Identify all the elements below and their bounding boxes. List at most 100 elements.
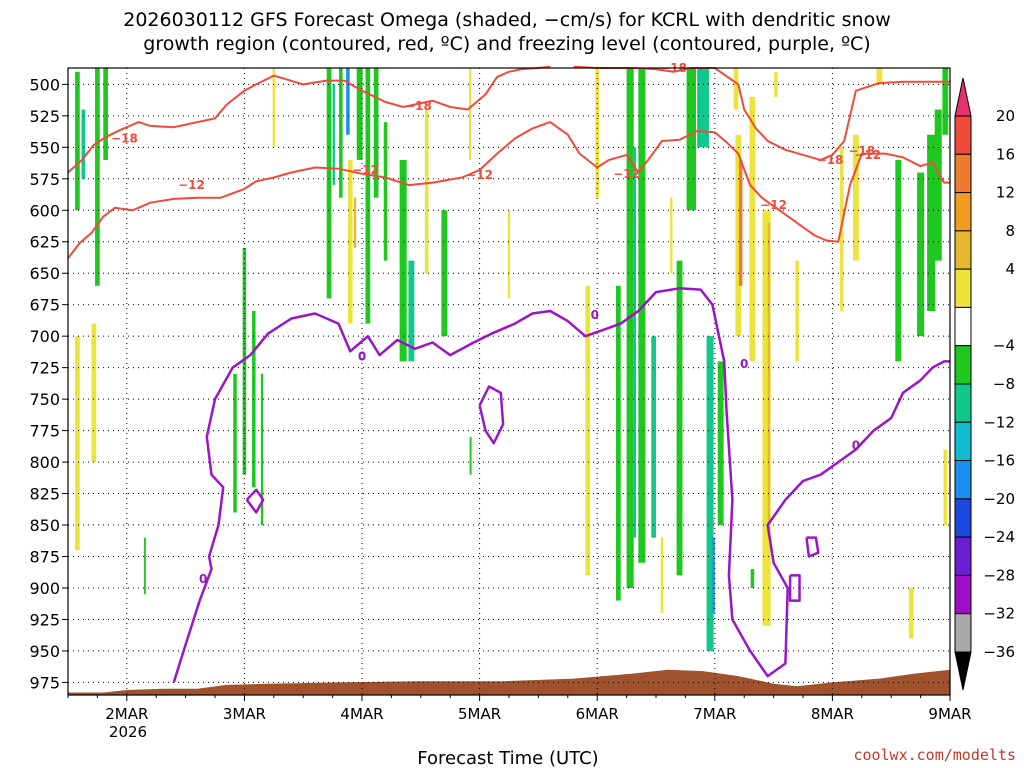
dgz-label-3: −18 (817, 153, 844, 167)
omega-shade-0 (75, 71, 80, 211)
y-tick-label-750: 750 (29, 390, 60, 409)
omega-shade-18 (356, 68, 363, 160)
colorbar-label-8: −16 (983, 452, 1015, 470)
colorbar-box-10 (954, 498, 972, 538)
omega-shade-46 (738, 159, 743, 286)
x-year-label: 2026 (109, 723, 147, 741)
omega-shade-36 (660, 537, 664, 614)
y-tick-label-975: 975 (29, 673, 60, 692)
y-tick-label-950: 950 (29, 642, 60, 661)
colorbar-box-5 (954, 306, 972, 347)
x-tick-label-5: 7MAR (693, 705, 736, 723)
freezing-level-loop-b (245, 488, 265, 514)
chart-title-line2: growth region (contoured, red, ºC) and f… (143, 33, 870, 55)
omega-shade-29 (585, 285, 591, 576)
omega-shade-13 (332, 84, 335, 186)
freezing-label-3: 0 (740, 357, 748, 371)
colorbar-label-7: −12 (983, 413, 1015, 431)
colorbar-label-1: 16 (996, 145, 1015, 163)
colorbar-label-13: −36 (983, 643, 1015, 661)
omega-shade-19 (365, 68, 371, 324)
y-tick-label-850: 850 (29, 516, 60, 535)
dgz-contours (67, 65, 950, 259)
freezing-level-loop-d (788, 574, 801, 602)
omega-shade-44 (733, 68, 739, 110)
omega-shade-40 (697, 68, 709, 148)
omega-shade-60 (934, 109, 942, 261)
y-tick-label-800: 800 (29, 453, 60, 472)
colorbar-label-0: 20 (996, 107, 1015, 125)
dgz-label-5: −12 (178, 178, 205, 192)
colorbar-box-4 (954, 268, 972, 308)
omega-shade-59 (927, 134, 936, 311)
y-axis: 500 525 550 575 600 625 650 675 700 725 750 775 800 8… (29, 75, 68, 692)
y-tick-label-900: 900 (29, 579, 60, 598)
chart-title-line1: 2026030112 GFS Forecast Omega (shaded, −… (123, 9, 890, 31)
omega-shade-49 (762, 210, 771, 626)
omega-shade-16 (347, 159, 353, 324)
colorbar-label-3: 8 (1005, 222, 1015, 240)
omega-shade-57 (908, 587, 914, 639)
colorbar-label-5: −4 (993, 337, 1015, 355)
omega-shade-62 (943, 449, 948, 526)
colorbar-label-2: 12 (996, 184, 1015, 202)
colorbar-box-8 (954, 421, 972, 462)
omega-shade-32 (626, 68, 634, 588)
freezing-label-2: 0 (591, 308, 599, 322)
omega-shade-5 (91, 323, 97, 463)
y-tick-label-775: 775 (29, 422, 60, 441)
plot-background (68, 68, 950, 695)
y-tick-label-825: 825 (29, 485, 60, 504)
colorbar-box-7 (954, 383, 972, 423)
omega-shade-54 (852, 134, 859, 261)
x-axis-label: Forecast Time (UTC) (417, 748, 598, 768)
omega-shade-37 (670, 197, 673, 274)
dgz-minus18-contour-left (67, 65, 551, 174)
dgz-minus12-contour (67, 121, 950, 259)
y-tick-label-500: 500 (29, 75, 60, 94)
omega-shade-38 (676, 260, 683, 576)
y-tick-label-925: 925 (29, 610, 60, 629)
omega-shade-2 (95, 68, 100, 286)
omega-shade-35 (651, 336, 656, 538)
omega-shade-4 (75, 336, 80, 551)
freezing-label-4: 0 (852, 439, 860, 453)
omega-shade-33 (633, 147, 637, 538)
omega-shade-3 (103, 68, 108, 160)
y-tick-label-650: 650 (29, 264, 60, 283)
colorbar-label-9: −20 (983, 490, 1015, 508)
x-tick-label-4: 6MAR (576, 705, 619, 723)
dgz-label-0: −18 (111, 132, 138, 146)
omega-shade-56 (895, 159, 902, 362)
omega-shade-42 (712, 537, 715, 614)
grid-lines (68, 68, 951, 695)
x-tick-label-1: 3MAR (223, 705, 266, 723)
omega-shade-39 (686, 68, 696, 211)
colorbar-label-11: −28 (983, 566, 1015, 584)
dgz-label-9: −12 (760, 198, 787, 212)
omega-shade-30 (595, 68, 599, 198)
colorbar: 20 16 12 8 4 −4 −8 −12 −16 −20 −24 −28 −32 −36 (954, 77, 1015, 691)
omega-shade-15 (346, 68, 350, 135)
x-tick-label-7: 9MAR (928, 705, 971, 723)
omega-shade-43 (717, 361, 724, 526)
y-tick-label-550: 550 (29, 138, 60, 157)
omega-shade-31 (616, 285, 621, 601)
omega-shading (75, 68, 949, 651)
omega-shade-21 (383, 122, 388, 261)
colorbar-box-11 (954, 536, 972, 576)
dgz-label-10: −12 (854, 148, 881, 162)
omega-shade-58 (917, 172, 925, 337)
x-axis: 2MAR 3MAR 4MAR 5MAR 6MAR 7MAR 8MAR 9MAR (67, 695, 972, 723)
omega-shade-12 (326, 68, 332, 299)
omega-shade-27 (469, 436, 472, 475)
omega-shade-41 (706, 336, 714, 651)
x-tick-label-2: 4MAR (340, 705, 383, 723)
colorbar-box-6 (954, 345, 972, 385)
omega-shade-11 (272, 68, 275, 148)
omega-shade-10 (260, 373, 264, 526)
colorbar-box-1 (954, 153, 972, 194)
y-tick-label-525: 525 (29, 107, 60, 126)
dgz-label-6: −12 (352, 163, 379, 177)
